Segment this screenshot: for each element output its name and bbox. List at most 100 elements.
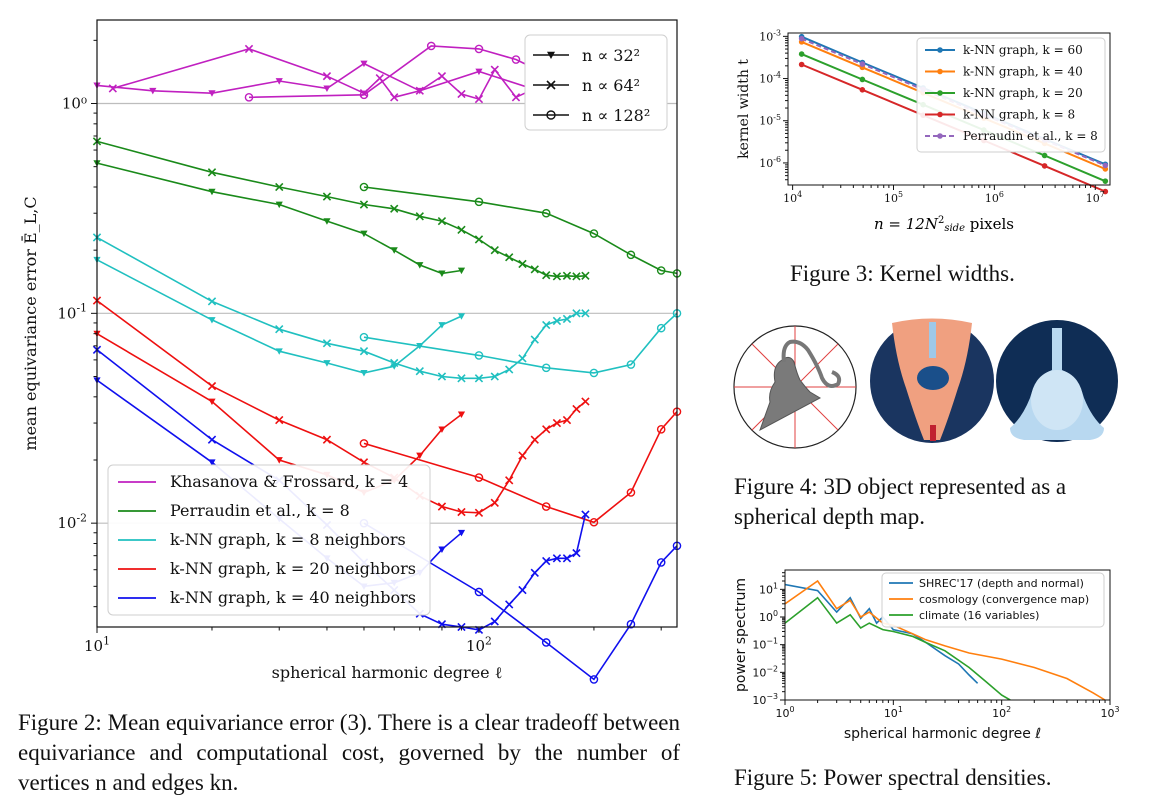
fig2-data-point (626, 488, 636, 497)
fig2-color-legend-box (107, 464, 431, 616)
fig2-data-point (490, 498, 499, 507)
fig2-y-tick-label: 10-1 (57, 302, 87, 323)
fig5-y-tick-label: 10−3 (752, 692, 778, 707)
fig2-data-point (108, 84, 117, 93)
fig2-data-point (530, 435, 539, 444)
fig2-marker-legend-label: n ∝ 32² (582, 46, 640, 65)
fig2-data-point (562, 415, 572, 425)
fig3-data-point (1102, 188, 1109, 195)
fig3-legend-label: k-NN graph, k = 60 (963, 43, 1083, 57)
fig3-legend-label: Perraudin et al., k = 8 (963, 129, 1098, 143)
fig2-data-point (275, 201, 283, 209)
fig2-data-point (275, 182, 284, 192)
fig2-data-point (656, 323, 666, 333)
fig3-legend-label: k-NN graph, k = 40 (963, 65, 1083, 79)
fig2-data-point (541, 638, 551, 647)
fig3-data-point (798, 51, 805, 57)
fig3-data-point (798, 35, 805, 42)
fig5-y-tick-label: 101 (759, 581, 778, 596)
figure-4-illustration (733, 318, 1118, 449)
fig3-y-axis-label: kernel width t (736, 59, 752, 159)
depth-map-outline-sphere (733, 325, 857, 449)
figure-5-chart: 100 101 102 103 101 100 10−1 10−2 10−3 spherical … (733, 569, 1120, 742)
fig5-series-line (785, 579, 1106, 700)
fig2-data-point (589, 675, 599, 684)
fig3-x-tick-label: 105 (884, 190, 903, 205)
fig2-data-point (360, 230, 368, 238)
fig3-data-point (798, 61, 805, 68)
fig2-data-point (390, 358, 399, 368)
fig2-data-point (656, 266, 666, 275)
fig2-marker-legend: n ∝ 32² n ∝ 64² n ∝ 128² (524, 34, 668, 131)
fig3-legend-marker (937, 68, 943, 75)
fig2-data-point (490, 617, 499, 626)
fig2-data-point (359, 200, 369, 209)
fig3-y-tick-label: 10-4 (759, 71, 781, 86)
fig2-data-point (518, 451, 527, 460)
fig2-data-point (562, 554, 572, 563)
fig3-x-tick-label: 107 (1086, 190, 1105, 205)
fig2-data-point (275, 348, 283, 355)
fig2-data-point (474, 94, 484, 104)
fig2-color-legend: Khasanova & Frossard, k = 4 Perraudin et … (107, 464, 431, 616)
fig3-y-tick-label: 10-5 (759, 113, 781, 128)
fig5-x-axis-label: spherical harmonic degree ℓ (844, 726, 1041, 742)
fig3-data-point (859, 61, 866, 67)
fig2-color-legend-label: k-NN graph, k = 20 neighbors (170, 559, 416, 578)
fig2-data-point (359, 439, 369, 448)
fig2-y-tick-label: 10-2 (57, 511, 87, 532)
fig2-data-point (275, 325, 284, 334)
fig2-marker-legend-label: n ∝ 64² (582, 76, 640, 95)
fig2-data-point (656, 558, 666, 567)
fig5-y-tick-label: 10−2 (752, 664, 778, 679)
fig2-data-point (562, 314, 572, 324)
fig2-data-point (438, 322, 446, 329)
fig3-data-point (1102, 162, 1109, 169)
fig5-y-tick-label: 100 (759, 609, 778, 624)
fig2-series-line (363, 522, 678, 681)
fig2-data-point (437, 216, 447, 226)
fig2-data-point (457, 89, 466, 99)
fig2-data-point (322, 71, 332, 81)
fig2-data-point (323, 218, 331, 225)
fig2-data-point (207, 297, 217, 306)
fig5-legend-box (881, 572, 1105, 628)
fig2-data-point (518, 585, 527, 595)
fig2-data-point (359, 90, 369, 100)
fig2-data-point (244, 44, 254, 54)
fig3-axes-frame (787, 32, 1111, 186)
fig2-data-point (457, 267, 466, 275)
fig5-y-axis-label: power spectrum (733, 578, 749, 692)
fig2-data-point (581, 309, 590, 318)
fig2-data-point (541, 363, 551, 373)
fig2-data-point (438, 546, 446, 553)
fig2-data-point (438, 270, 446, 277)
fig2-x-axis-label: spherical harmonic degree ℓ (272, 663, 503, 682)
fig3-data-point (859, 76, 866, 83)
fig2-data-point (390, 93, 399, 102)
fig2-data-point (426, 41, 436, 51)
fig2-data-point (415, 212, 424, 221)
fig3-legend: k-NN graph, k = 60 k-NN graph, k = 40 k-NN… (916, 37, 1106, 153)
fig2-data-point (530, 568, 539, 577)
fig2-series-line (363, 186, 678, 275)
fig3-data-point (1041, 163, 1048, 169)
fig2-data-point (518, 259, 527, 269)
fig2-marker-legend-symbol (546, 80, 556, 90)
fig3-legend-label: k-NN graph, k = 20 (963, 86, 1083, 100)
fig2-data-point (323, 360, 331, 367)
fig2-data-point (322, 435, 332, 444)
fig2-marker-legend-label: n ∝ 128² (582, 106, 650, 125)
fig2-data-point (474, 587, 484, 597)
fig2-data-point (416, 262, 424, 269)
fig2-y-tick-label: 10⁰ (62, 95, 87, 113)
fig2-data-point (490, 246, 499, 255)
fig2-data-point (542, 320, 551, 330)
fig2-series-line (363, 312, 678, 374)
fig2-data-point (323, 85, 331, 93)
fig2-data-point (208, 459, 216, 466)
fig2-data-point (415, 86, 424, 95)
figure-3-caption: Figure 3: Kernel widths. (790, 261, 1015, 286)
depth-map-sphere (870, 318, 994, 443)
fig3-legend-marker (937, 111, 943, 118)
